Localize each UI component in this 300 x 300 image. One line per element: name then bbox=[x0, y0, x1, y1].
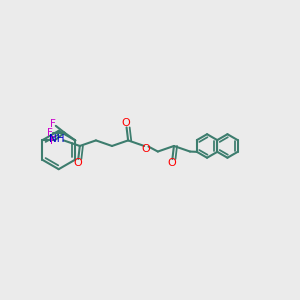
Text: F: F bbox=[50, 119, 56, 129]
Text: F: F bbox=[47, 128, 52, 138]
Text: NH: NH bbox=[49, 134, 64, 144]
Text: O: O bbox=[73, 158, 82, 168]
Text: F: F bbox=[50, 136, 56, 146]
Text: O: O bbox=[167, 158, 176, 168]
Text: O: O bbox=[142, 144, 150, 154]
Text: O: O bbox=[122, 118, 130, 128]
